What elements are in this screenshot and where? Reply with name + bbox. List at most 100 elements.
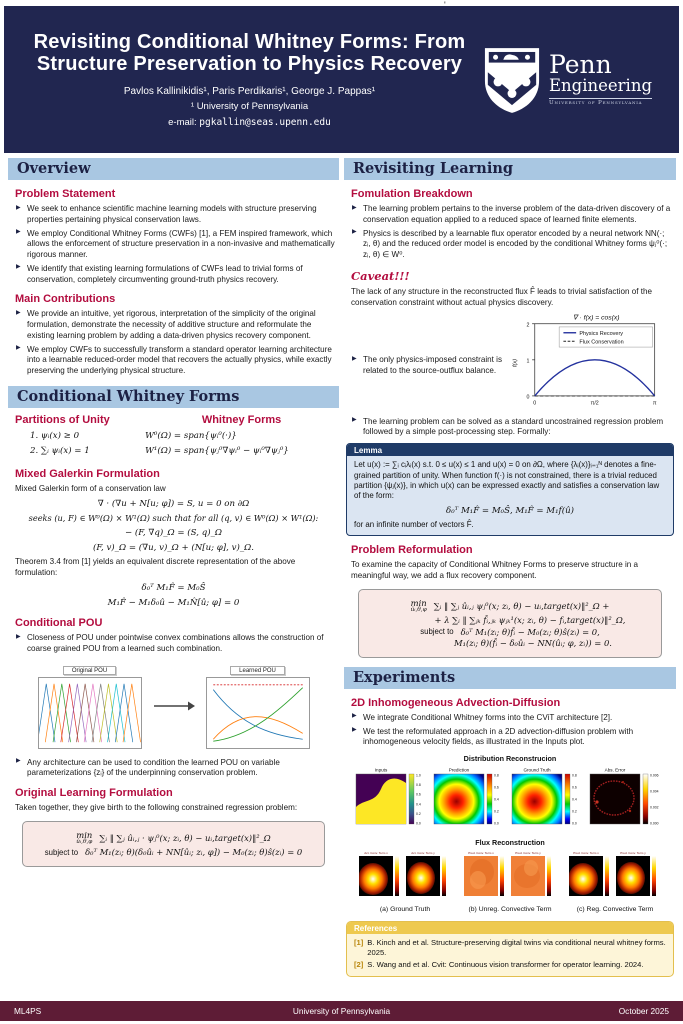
wf-line-2: W¹(Ω) = span{ψⱼ⁰∇ψᵢ⁰ − ψᵢ⁰∇ψⱼ⁰} [145,445,289,456]
caveat-text: The lack of any structure in the reconst… [351,286,652,307]
ytick-1: 1 [526,358,529,364]
heading-partitions-of-unity: Partitions of Unity [15,413,110,426]
lemma-box: Lemma Let u(x) := ∑ᵢ cᵢλᵢ(x) s.t. 0 ≤ u(… [346,443,674,537]
galerkin-eq-main: ∇ · (∇u + N[u; φ]) = S, u = 0 on ∂Ω [97,498,250,509]
logo-engineering: Engineering [549,78,653,99]
title-line-1: Revisiting Conditional Whitney Forms: Fr… [33,30,466,53]
original-learning-box: min ûᵢ,θ,φ ∑ᵢ ‖ ∑ⱼ ûᵢ,ⱼ · ψⱼ⁰(x; zᵢ, θ) … [22,821,325,867]
galerkin-disc-2: M₁F̂ − M₁δ₀û − M₁N̂[û; φ] = 0 [107,598,240,609]
reference-number: [2] [354,959,364,969]
title-block: Revisiting Conditional Whitney Forms: Fr… [4,31,483,129]
wf-line-1: W⁰(Ω) = span{ψᵢ⁰(·)} [145,430,237,441]
caveat-bullet-1: The only physics-imposed constraint is r… [352,355,504,380]
lemma-text: Let u(x) := ∑ᵢ cᵢλᵢ(x) s.t. 0 ≤ u(x) ≤ 1… [354,460,660,501]
ytick-2: 2 [526,322,529,328]
cbar-tick: 0.0 [416,822,421,826]
heading-problem-statement: Problem Statement [15,188,116,200]
cbar-tick: 0.8 [416,783,421,787]
cbar-tick: 0.2 [416,812,421,816]
reference-number: [1] [354,938,364,948]
bullet: The learning problem pertains to the inv… [352,204,674,226]
penn-engineering-logo: Penn Engineering University of Pennsylva… [483,46,679,114]
reform-constraint-2: M₁(zᵢ; θ)(f̂ᵢ − δ₀ûᵢ − NN(ûᵢ; φ, zᵢ)) = … [454,638,612,649]
cbar-tick: 0.004 [650,790,659,794]
cbar-tick: 0.4 [494,798,499,802]
footer-bar: ML4PS University of Pennsylvania October… [0,1001,683,1021]
flux-figure: Act. Conv. Term x Act. Conv. Term y (a) … [344,850,676,913]
experiments-bullets: We integrate Conditional Whitney forms i… [352,713,674,748]
pou-item-1: 1. ψᵢ(x) ≥ 0 [30,430,80,441]
cbar-tick: 0.8 [572,774,577,778]
bullet: Any architecture can be used to conditio… [16,758,337,780]
learned-pou-title: Learned POU [230,666,285,676]
heading-whitney-forms: Whitney Forms [201,413,282,426]
problem-statement-bullets: We seek to enhance scientific machine le… [16,204,337,285]
olf-objective: ∑ᵢ ‖ ∑ⱼ ûᵢ,ⱼ · ψⱼ⁰(x; zᵢ, θ) − uᵢ,target… [99,833,271,844]
cbar-tick: 0.6 [572,786,577,790]
lemma-header: Lemma [347,444,673,457]
heading-caveat: Caveat!!! [351,268,410,283]
flux-caption: Flux Reconstruction [475,838,545,848]
flux-panel-title: Act. Conv. Term y [411,851,435,855]
cbar-tick: 0.6 [494,786,499,790]
cbar-tick: 0.6 [416,793,421,797]
section-revisiting-learning: Revisiting Learning [344,158,676,180]
email-label: e-mail: [168,117,197,129]
dist-panel-title: Prediction [449,768,470,773]
flux-group-b: Pred. Conv. Term x Pred. Conv. Term y [464,850,556,913]
olf-constraint: δ₀ᵀ M₁(zᵢ; θ)(δ₀ûᵢ + NN[ûᵢ; zᵢ, φ]) − M₀… [85,847,303,858]
pou-figure: Original POU [8,659,339,754]
cbar-tick: 0.4 [572,798,577,802]
cbar-tick: 0.4 [416,802,421,806]
main-contributions-bullets: We provide an intuitive, yet rigorous, i… [16,309,337,377]
flux-panel-title: Pred. Conv. Term x [468,851,494,855]
flux-group-label: (c) Reg. Convective Term [576,906,654,914]
email-line: e-mail: pgkallin@seas.upenn.edu [16,117,483,128]
olf-intro: Taken together, they give birth to the f… [15,803,298,813]
section-conditional-whitney-forms: Conditional Whitney Forms [8,385,339,408]
reform-constraint-1: δ₀ᵀ M₁(zᵢ; θ)f̂ᵢ − M₀(zᵢ; θ)ŝ(zᵢ) = 0, [460,626,600,637]
flux-group-c: Pred. Conv. Term x Pred. Conv. Term y (c… [568,850,661,914]
caveat-row: The only physics-imposed constraint is r… [344,311,676,415]
galerkin-seeks: seeks (u, F) ∈ W⁰(Ω) × W¹(Ω) such that f… [28,512,319,523]
cbar-tick: 0.0 [494,822,499,826]
dist-panel-title: Inputs [375,768,388,773]
poster-header: Revisiting Conditional Whitney Forms: Fr… [4,6,679,153]
flux-group-label: (a) Ground Truth [379,906,431,914]
min-operator: min ûᵢ,θ,φ [76,829,93,846]
galerkin-disc-1: δ₀ᵀ M₁F̂ = M₀Ŝ [141,583,206,594]
bullet: The only physics-imposed constraint is r… [352,355,504,377]
bullet: We employ Conditional Whitney Forms (CWF… [16,229,337,261]
caveat-plot: ∇ · f(x) = cos(x) 2 1 0 f(x) 0 π/2 π Phy… [513,314,657,406]
right-column: Revisiting Learning Fomulation Breakdown… [344,158,676,977]
heading-main-contributions: Main Contributions [15,293,116,306]
cbar-tick: 0.0 [572,822,577,826]
caveat-bullet-2: The learning problem can be solved as a … [352,417,674,439]
bullet: We identify that existing learning formu… [16,264,337,286]
logo-university: University of Pennsylvania [549,99,643,106]
section-overview: Overview [8,158,339,180]
stray-mark: ' [444,0,446,10]
pou-item-2: 2. ∑ᵢ ψᵢ(x) = 1 [30,445,90,456]
reference-item: [1] B. Kinch and et al. Structure-preser… [354,938,666,959]
conditional-pou-bullets-2: Any architecture can be used to conditio… [16,758,337,780]
ytick-0: 0 [526,394,529,400]
heading-problem-reformulation: Problem Reformulation [351,544,473,557]
bullet: We seek to enhance scientific machine le… [16,204,337,226]
reformulation-box: min ûᵢ,θ,φ ∑ᵢ ‖ ∑ⱼ ûᵢ,ⱼ ψⱼ⁰(x; zᵢ, θ) − … [358,589,662,658]
cbar-tick: 0.000 [650,822,659,826]
email-address: pgkallin@seas.upenn.edu [199,117,331,129]
cbar-tick: 1.0 [416,774,421,778]
reform-objective-2: + λ ∑ᵢ ‖ ∑ⱼₖ f̂ᵢ,ⱼₖ ψⱼₖ¹(x; zᵢ, θ) − fᵢ,… [434,615,626,626]
heading-formulation-breakdown: Fomulation Breakdown [351,188,473,200]
dist-panel-title: Abs. Error [605,768,626,773]
reference-text: S. Wang and et al. Cvit: Continuous visi… [367,959,644,969]
min-operator: min ûᵢ,θ,φ [410,597,427,613]
left-column: Overview Problem Statement We seek to en… [8,158,339,874]
title-line-2: Structure Preservation to Physics Recove… [36,53,463,75]
affiliation: ¹ University of Pennsylvania [190,101,309,113]
bullet: We employ CWFs to successfully transform… [16,345,337,377]
cbar-tick: 0.006 [650,774,659,778]
flux-panel-title: Pred. Conv. Term y [620,851,646,855]
